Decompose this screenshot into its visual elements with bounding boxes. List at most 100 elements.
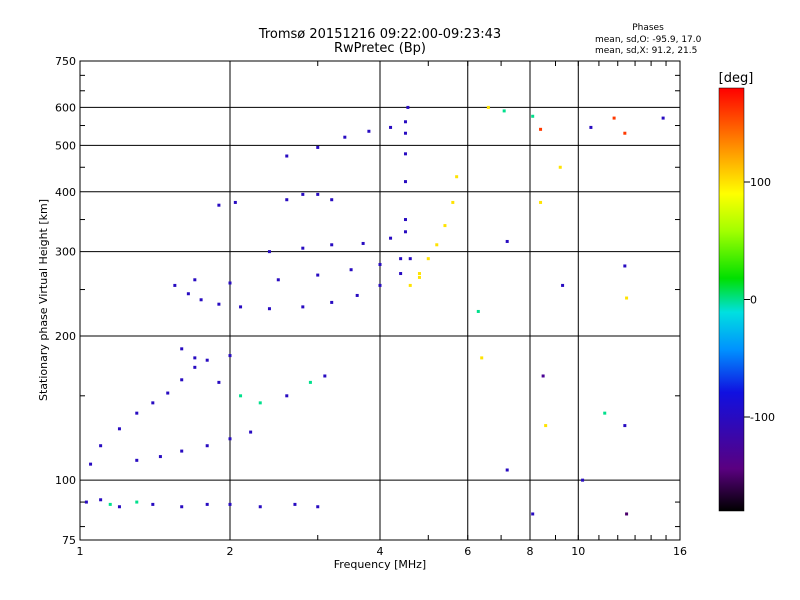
data-point: [217, 302, 221, 306]
data-point: [193, 278, 197, 282]
x-axis-label: Frequency [MHz]: [334, 558, 426, 571]
data-point: [389, 125, 393, 129]
data-point: [205, 502, 209, 506]
data-point: [135, 500, 139, 504]
data-point: [451, 200, 455, 204]
data-point: [84, 500, 88, 504]
data-point: [228, 437, 232, 441]
data-point: [408, 283, 412, 287]
data-point: [217, 380, 221, 384]
data-point: [443, 224, 447, 228]
data-point: [417, 275, 421, 279]
data-point: [330, 243, 334, 247]
data-point: [180, 347, 184, 351]
data-point: [349, 268, 353, 272]
data-point: [308, 380, 312, 384]
y-tick-label: 75: [62, 534, 76, 547]
data-point: [505, 468, 509, 472]
data-point: [403, 180, 407, 184]
data-point: [205, 444, 209, 448]
data-point: [531, 512, 535, 516]
data-point: [135, 411, 139, 415]
data-point: [403, 152, 407, 156]
data-point: [316, 145, 320, 149]
data-point: [205, 358, 209, 362]
data-point: [330, 198, 334, 202]
stats-heading: Phases: [632, 23, 664, 33]
data-point: [581, 478, 585, 482]
colorbar-tick-label: 100: [750, 176, 771, 189]
y-axis-ticks: 75 100 200 300 400 500 600 750: [55, 55, 680, 547]
data-point: [301, 192, 305, 196]
data-point: [239, 305, 243, 309]
data-point: [166, 391, 170, 395]
colorbar: [718, 87, 745, 512]
data-point: [399, 257, 403, 261]
data-point: [316, 192, 320, 196]
data-point: [476, 309, 480, 313]
y-tick-label: 400: [55, 186, 76, 199]
y-tick-label: 200: [55, 330, 76, 343]
colorbar-ticks: 100 0 -100: [744, 176, 775, 424]
data-point: [228, 354, 232, 358]
data-point: [316, 273, 320, 277]
data-point: [316, 505, 320, 509]
data-point: [661, 116, 665, 120]
data-point: [603, 411, 607, 415]
data-point: [158, 455, 162, 459]
chart-title: Tromsø 20151216 09:22:00-09:23:43: [258, 27, 501, 42]
data-point: [486, 105, 490, 109]
data-point: [544, 424, 548, 428]
data-point: [539, 127, 543, 131]
data-point: [258, 505, 262, 509]
data-point: [228, 281, 232, 285]
data-point: [285, 198, 289, 202]
x-tick-label: 8: [527, 545, 534, 558]
stats-line-o: mean, sd,O: -95.9, 17.0: [595, 35, 702, 45]
data-point: [285, 154, 289, 158]
colorbar-label: [deg]: [719, 71, 754, 86]
stats-line-x: mean, sd,X: 91.2, 21.5: [595, 46, 697, 56]
y-tick-label: 750: [55, 55, 76, 68]
data-point: [625, 296, 629, 300]
data-point: [186, 292, 190, 296]
data-point: [406, 105, 410, 109]
data-point: [323, 374, 327, 378]
data-point: [301, 246, 305, 250]
data-point: [267, 307, 271, 311]
data-point: [151, 502, 155, 506]
data-point: [173, 283, 177, 287]
data-point: [276, 278, 280, 282]
data-point: [301, 305, 305, 309]
data-point: [330, 300, 334, 304]
data-point: [389, 236, 393, 240]
data-point: [403, 131, 407, 135]
plot-grid: [80, 61, 680, 540]
data-point: [399, 272, 403, 276]
data-point: [505, 239, 509, 243]
data-point: [623, 424, 627, 428]
data-point: [417, 272, 421, 276]
y-tick-label: 300: [55, 246, 76, 259]
data-point: [435, 243, 439, 247]
data-point: [403, 230, 407, 234]
data-point: [267, 250, 271, 254]
data-point: [455, 175, 459, 179]
data-point: [293, 502, 297, 506]
data-point: [355, 293, 359, 297]
data-point: [258, 401, 262, 405]
data-point: [502, 109, 506, 113]
data-point: [539, 200, 543, 204]
data-point: [89, 462, 93, 466]
y-tick-label: 500: [55, 139, 76, 152]
data-point: [193, 356, 197, 360]
data-point: [625, 512, 629, 516]
data-point: [180, 505, 184, 509]
data-point: [558, 165, 562, 169]
data-point: [623, 131, 627, 135]
data-point: [117, 505, 121, 509]
data-point: [343, 135, 347, 139]
data-points: [84, 105, 665, 516]
data-point: [612, 116, 616, 120]
